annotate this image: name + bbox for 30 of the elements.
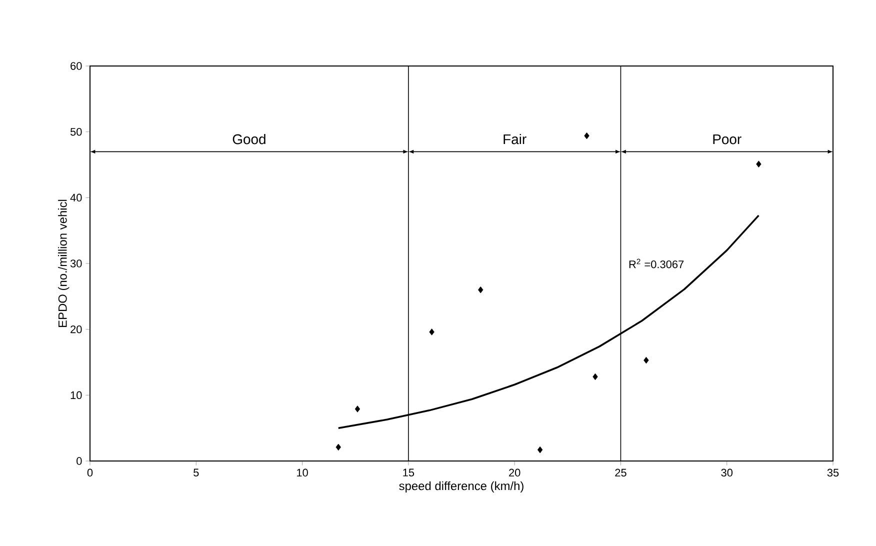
y-tick-label: 60: [70, 62, 82, 70]
x-tick-label: 25: [615, 468, 626, 477]
point: [644, 356, 649, 364]
y-axis-title: EPDO (no./million vehicl: [58, 200, 70, 327]
point: [756, 160, 762, 168]
annotation: R$^{2}$ =0.3067: [629, 258, 684, 268]
x-tick-label: 30: [721, 468, 733, 477]
x-tick-label: 5: [194, 468, 199, 476]
x-tick-label: 15: [403, 468, 414, 476]
x-axis-title: speed difference (km/h): [399, 481, 524, 493]
x-tick-label: 35: [827, 468, 839, 477]
point: [336, 444, 341, 451]
point: [429, 328, 434, 336]
point: [478, 286, 484, 294]
x-tick-label: 10: [297, 468, 308, 477]
point: [354, 406, 360, 412]
y-tick-label: 50: [70, 128, 82, 136]
y-tick-label: 0: [76, 457, 82, 465]
y-tick-label: 10: [70, 391, 82, 400]
y-tick-label: 40: [70, 194, 82, 202]
y-tick-label: 30: [70, 260, 82, 268]
annotation: Good: [232, 134, 266, 144]
x-tick-label: 20: [509, 468, 520, 477]
y-tick-label: 20: [70, 325, 82, 334]
annotation: Fair: [504, 134, 526, 144]
annotation: Poor: [713, 134, 742, 144]
point: [584, 132, 590, 140]
x-tick-label: 0: [87, 468, 93, 477]
point: [537, 446, 543, 454]
point: [592, 373, 598, 380]
